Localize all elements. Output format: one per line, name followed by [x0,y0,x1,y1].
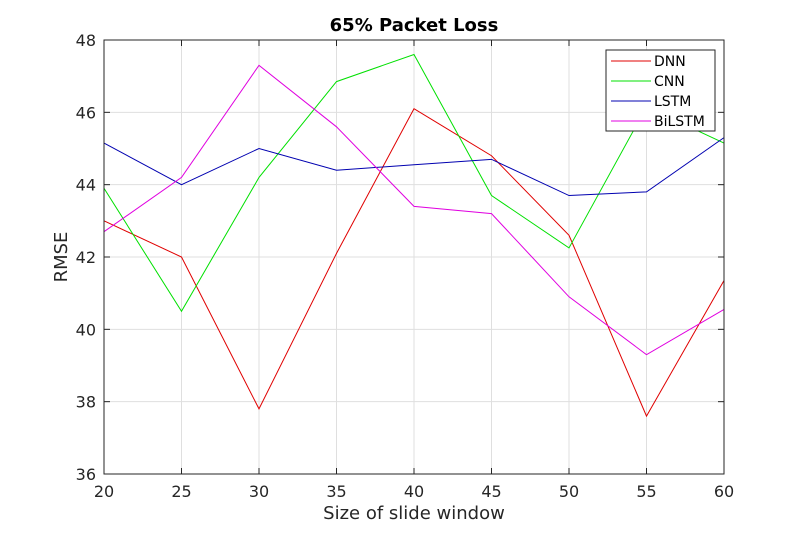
chart-title: 65% Packet Loss [330,15,499,36]
y-tick-label: 42 [76,248,96,267]
series-line-cnn [103,53,725,313]
y-tick-label: 36 [76,465,96,484]
y-tick-label: 38 [76,393,96,412]
series-line-lstm [103,137,725,197]
x-tick-label: 55 [636,482,656,501]
x-tick-label: 20 [94,482,114,501]
x-tick-label: 30 [249,482,269,501]
legend-label-dnn: DNN [654,54,686,70]
y-tick-label: 48 [76,31,96,50]
y-tick-labels: 36 38 40 42 44 46 48 [76,31,96,484]
x-tick-label: 50 [559,482,579,501]
legend-label-bilstm: BiLSTM [654,114,705,130]
legend: DNN CNN LSTM BiLSTM [605,49,716,132]
y-tick-label: 44 [76,176,96,195]
legend-box [605,49,716,132]
series-lines [103,53,725,418]
axis-ticks [103,39,725,475]
x-tick-label: 45 [481,482,501,501]
legend-label-lstm: LSTM [654,94,691,110]
legend-label-cnn: CNN [654,74,685,90]
x-tick-label: 60 [714,482,734,501]
series-line-bilstm [103,64,725,356]
grid [104,40,724,474]
x-tick-labels: 20 25 30 35 40 45 50 55 60 [94,482,734,501]
x-tick-label: 25 [171,482,191,501]
x-axis-title: Size of slide window [323,503,505,524]
x-tick-label: 35 [326,482,346,501]
series-line-dnn [103,108,725,418]
y-tick-label: 46 [76,103,96,122]
y-axis-title: RMSE [51,232,72,283]
y-tick-label: 40 [76,320,96,339]
x-tick-label: 40 [404,482,424,501]
